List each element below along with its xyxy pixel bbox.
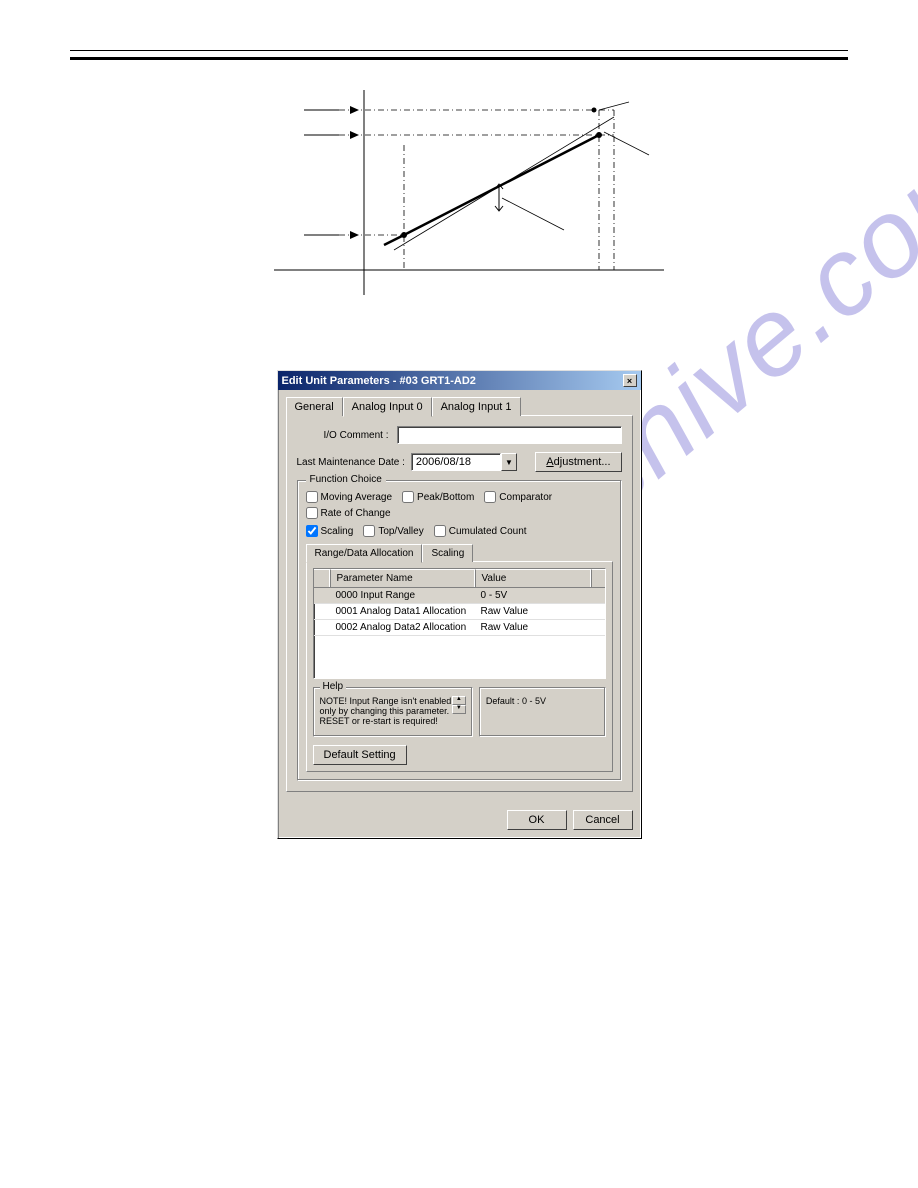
checkbox-comparator[interactable]: Comparator <box>484 491 552 503</box>
row-param-name: 0000 Input Range <box>330 588 475 603</box>
row-param-value: Raw Value <box>475 604 605 619</box>
row-icon <box>314 620 330 635</box>
io-comment-input[interactable] <box>397 426 622 444</box>
tab-panel: I/O Comment : Last Maintenance Date : ▼ … <box>286 415 633 792</box>
inner-tab-range-data-allocation[interactable]: Range/Data Allocation <box>306 544 423 563</box>
checkbox-moving-average[interactable]: Moving Average <box>306 491 393 503</box>
chart-diagram <box>244 80 674 310</box>
header-spacer <box>591 569 605 587</box>
row-param-value: Raw Value <box>475 620 605 635</box>
help-title: Help <box>320 681 347 692</box>
tab-analog-input-1[interactable]: Analog Input 1 <box>432 397 521 416</box>
default-label: Default : <box>486 696 520 706</box>
header-parameter-name[interactable]: Parameter Name <box>330 569 475 587</box>
parameter-table-header: Parameter Name Value <box>314 569 605 588</box>
row-param-name: 0002 Analog Data2 Allocation <box>330 620 475 635</box>
row-param-value: 0 - 5V <box>475 588 605 603</box>
tab-general[interactable]: General <box>286 397 343 416</box>
parameter-table: Parameter Name Value 0000 Input Range 0 … <box>313 568 606 679</box>
function-choice-title: Function Choice <box>306 474 386 485</box>
ok-button[interactable]: OK <box>507 810 567 830</box>
checkbox-scaling[interactable]: Scaling <box>306 525 354 537</box>
help-scroll-buttons[interactable]: ▲ ▼ <box>452 696 466 714</box>
checkbox-cumulated-count[interactable]: Cumulated Count <box>434 525 527 537</box>
row-icon <box>314 604 330 619</box>
divider-thick <box>70 57 848 60</box>
chevron-down-icon[interactable]: ▼ <box>452 705 466 714</box>
checkbox-rate-of-change[interactable]: Rate of Change <box>306 507 391 519</box>
last-maintenance-date-input[interactable] <box>411 453 501 471</box>
table-row[interactable]: 0002 Analog Data2 Allocation Raw Value <box>314 620 605 636</box>
header-icon-col <box>314 569 330 587</box>
dialog-titlebar: Edit Unit Parameters - #03 GRT1-AD2 × <box>278 371 641 390</box>
main-tabstrip: General Analog Input 0 Analog Input 1 <box>286 397 633 416</box>
adjustment-button-label: djustment... <box>554 456 611 468</box>
chevron-up-icon[interactable]: ▲ <box>452 696 466 705</box>
table-row[interactable]: 0000 Input Range 0 - 5V <box>314 588 605 604</box>
default-setting-button[interactable]: Default Setting <box>313 745 407 765</box>
help-text: NOTE! Input Range isn't enabled only by … <box>320 696 452 726</box>
inner-tab-scaling[interactable]: Scaling <box>422 544 473 562</box>
checkbox-top-valley[interactable]: Top/Valley <box>363 525 423 537</box>
adjustment-button[interactable]: Adjustment... <box>535 452 621 472</box>
row-param-name: 0001 Analog Data1 Allocation <box>330 604 475 619</box>
edit-unit-parameters-dialog: Edit Unit Parameters - #03 GRT1-AD2 × Ge… <box>277 370 642 839</box>
default-value: 0 - 5V <box>522 696 546 706</box>
dialog-title: Edit Unit Parameters - #03 GRT1-AD2 <box>282 375 476 387</box>
io-comment-label: I/O Comment : <box>297 430 397 441</box>
header-value[interactable]: Value <box>475 569 591 587</box>
row-icon <box>314 588 330 603</box>
close-icon[interactable]: × <box>623 374 637 387</box>
tab-analog-input-0[interactable]: Analog Input 0 <box>343 397 432 417</box>
divider-thin <box>70 50 848 51</box>
last-maintenance-date-label: Last Maintenance Date : <box>297 457 411 468</box>
function-choice-groupbox: Function Choice Moving Average Peak/Bott… <box>297 480 622 781</box>
table-row[interactable]: 0001 Analog Data1 Allocation Raw Value <box>314 604 605 620</box>
checkbox-peak-bottom[interactable]: Peak/Bottom <box>402 491 474 503</box>
chevron-down-icon[interactable]: ▼ <box>501 453 517 471</box>
cancel-button[interactable]: Cancel <box>573 810 633 830</box>
